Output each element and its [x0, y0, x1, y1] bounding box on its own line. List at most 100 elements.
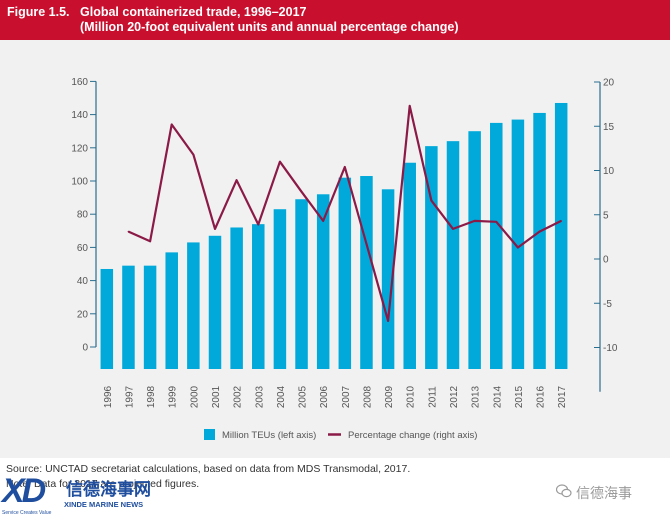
xinde-logo: XD 信德海事网 XINDE MARINE NEWS Service Creat… [0, 472, 175, 519]
line-point-2014 [495, 221, 498, 223]
logo-slogan: Service Creates Value [2, 510, 52, 516]
x-tick-label: 2001 [211, 385, 222, 408]
right-axis-tick-label: 10 [603, 166, 615, 177]
x-tick-label: 1996 [103, 385, 114, 408]
left-axis-tick-label: 140 [71, 110, 88, 121]
line-point-2007 [344, 166, 346, 168]
right-axis-tick-label: 5 [603, 210, 609, 221]
line-point-2002 [235, 179, 238, 182]
logo-chinese: 信德海事网 [66, 480, 151, 499]
logo-letters: XD [2, 472, 46, 510]
line-point-2016 [538, 230, 541, 233]
wechat-icon [556, 484, 572, 498]
bar-1999 [165, 252, 178, 369]
bar-2000 [187, 242, 200, 369]
right-axis-tick-label: -5 [603, 299, 612, 310]
legend-swatch-bars [204, 429, 215, 440]
x-tick-label: 2007 [341, 385, 352, 408]
legend-label-bars: Million TEUs (left axis) [222, 430, 316, 441]
left-axis-tick-label: 160 [71, 77, 88, 88]
line-point-2004 [279, 160, 281, 163]
x-tick-label: 2003 [254, 385, 265, 408]
x-tick-label: 2004 [276, 385, 287, 408]
line-point-2000 [192, 153, 195, 156]
left-axis-tick-label: 80 [77, 210, 89, 221]
wechat-watermark: 信德海事 [556, 482, 670, 502]
line-point-2011 [430, 199, 433, 202]
data-note: Note: Data for 2017 are projected figure… [6, 478, 200, 490]
source-note: Source: UNCTAD secretariat calculations,… [6, 463, 411, 475]
bar-2009 [381, 189, 395, 369]
line-point-2010 [408, 105, 411, 107]
bar-2002 [230, 227, 243, 369]
bar-2003 [252, 224, 265, 369]
line-point-2006 [322, 220, 324, 222]
right-axis-tick-label: -10 [603, 343, 618, 354]
line-point-1998 [149, 240, 151, 243]
bar-2005 [295, 199, 308, 369]
x-tick-label: 1999 [168, 385, 179, 408]
figure-header: Figure 1.5. Global containerized trade, … [0, 0, 670, 40]
figure-number: Figure 1.5. [7, 5, 70, 19]
left-axis-tick-label: 60 [77, 243, 89, 254]
bar-2015 [511, 119, 525, 369]
x-tick-label: 2002 [233, 385, 244, 408]
x-tick-label: 2016 [536, 385, 547, 408]
right-axis-tick-label: 15 [603, 122, 615, 133]
bar-2001 [208, 235, 222, 369]
right-axis-tick-label: 0 [603, 255, 609, 266]
bar-2014 [490, 122, 503, 370]
x-tick-label: 1997 [124, 385, 135, 408]
bar-2007 [338, 177, 352, 369]
left-axis-tick-label: 0 [82, 343, 88, 354]
bar-2011 [425, 146, 438, 369]
x-tick-label: 2010 [406, 385, 417, 408]
x-tick-label: 2005 [298, 385, 309, 408]
bar-2017 [554, 102, 568, 370]
bar-1998 [143, 265, 157, 369]
line-point-2005 [300, 190, 303, 193]
figure-title-block: Global containerized trade, 1996–2017 (M… [80, 5, 459, 35]
bar-2010 [403, 162, 416, 369]
x-tick-label: 2015 [514, 385, 525, 408]
left-axis-tick-label: 20 [77, 309, 89, 320]
left-axis-tick-label: 40 [77, 276, 89, 287]
line-point-2001 [214, 228, 216, 230]
x-tick-label: 2017 [557, 385, 568, 408]
line-point-1997 [127, 230, 130, 233]
x-tick-label: 1998 [146, 385, 157, 408]
line-point-2017 [560, 220, 562, 222]
line-point-2013 [473, 220, 476, 222]
line-point-2012 [452, 228, 454, 230]
x-tick-label: 2006 [319, 385, 330, 408]
bar-2006 [316, 194, 330, 369]
line-point-2003 [257, 223, 260, 226]
figure-title: Global containerized trade, 1996–2017 [80, 5, 307, 19]
line-point-2008 [365, 243, 368, 245]
logo-english: XINDE MARINE NEWS [64, 500, 144, 509]
figure-subtitle: (Million 20-foot equivalent units and an… [80, 20, 459, 34]
right-axis-tick-label: 20 [603, 78, 615, 89]
wechat-account-name: 信德海事 [576, 485, 632, 501]
bar-1997 [122, 265, 135, 369]
bar-1996 [100, 268, 114, 369]
line-point-2015 [517, 246, 519, 249]
line-point-2009 [387, 320, 389, 322]
containerized-trade-chart: 0 20 40 60 80 100 120 140 160 -10 -5 0 5 10 15 20 1996 19… [71, 77, 618, 441]
x-tick-label: 2011 [427, 386, 438, 408]
line-point-1999 [170, 123, 173, 126]
bar-2012 [446, 141, 460, 369]
bar-2016 [533, 112, 546, 369]
x-tick-label: 2012 [449, 385, 460, 408]
left-axis-tick-label: 100 [71, 177, 88, 188]
x-tick-label: 2008 [362, 385, 373, 408]
x-tick-label: 2009 [384, 385, 395, 408]
x-tick-label: 2014 [492, 385, 503, 408]
left-axis-tick-label: 120 [71, 143, 88, 154]
legend-label-line: Percentage change (right axis) [348, 430, 477, 441]
bar-2008 [360, 176, 373, 369]
x-tick-label: 2000 [189, 385, 200, 408]
bar-2013 [468, 131, 481, 369]
x-tick-label: 2013 [471, 385, 482, 408]
figure-footer: Source: UNCTAD secretariat calculations,… [0, 458, 670, 519]
